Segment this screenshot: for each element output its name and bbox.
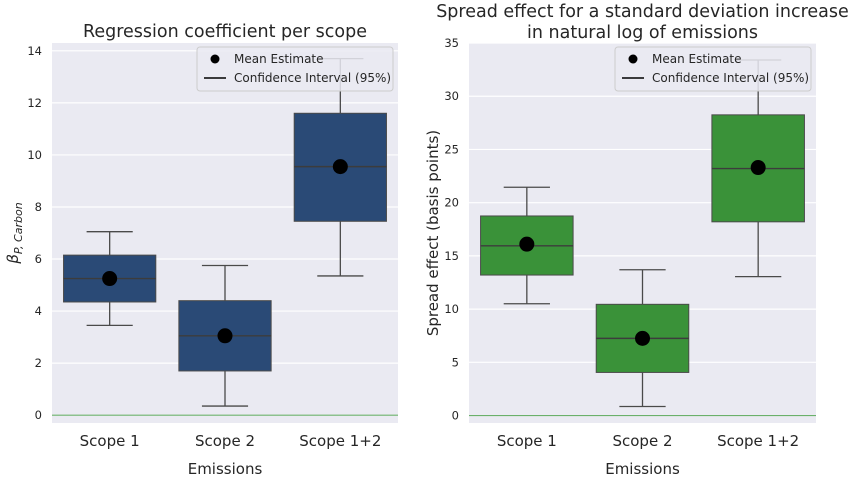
box-scope-2 (595, 269, 690, 408)
mean-marker (750, 160, 766, 176)
y-tick-label: 12 (27, 96, 42, 110)
chart-title: Spread effect for a standard deviation i… (436, 2, 849, 22)
y-tick-label: 4 (35, 304, 42, 318)
mean-marker (332, 159, 348, 175)
legend-frame (614, 46, 812, 92)
legend-mean-label: Mean Estimate (652, 52, 742, 66)
panel-2: 0 5 10 15 20 25 30 35 Scope 1 Scope 2 Scope 1+2 Spr… (424, 2, 849, 478)
legend: Mean Estimate Confidence Interval (95%) (196, 46, 394, 92)
mean-marker (217, 328, 233, 344)
legend-mean-label: Mean Estimate (234, 52, 324, 66)
box-scope-1plus2 (293, 57, 387, 277)
y-tick-label: 25 (444, 142, 459, 156)
y-tick-label: 35 (444, 36, 459, 50)
y-tick-label: 6 (35, 252, 42, 266)
y-tick-label: 20 (444, 196, 459, 210)
x-axis-label: Emissions (188, 460, 263, 478)
y-tick-label: 0 (452, 409, 459, 423)
x-tick-label: Scope 1 (497, 432, 557, 450)
box-scope-2 (178, 264, 272, 407)
legend-mean-marker (628, 54, 638, 64)
x-tick-label: Scope 2 (195, 432, 255, 450)
legend-ci-label: Confidence Interval (95%) (234, 71, 391, 85)
panel-1: 0 2 4 6 8 10 12 14 Scope 1 Scope 2 Scope 1+2 Regres… (4, 22, 398, 478)
legend: Mean Estimate Confidence Interval (95%) (614, 46, 812, 92)
x-axis-label: Emissions (605, 460, 680, 478)
y-tick-label: 0 (35, 408, 42, 422)
y-axis-label: Spread effect (basis points) (424, 130, 442, 336)
y-tick-label: 30 (444, 89, 459, 103)
x-tick-label: Scope 1+2 (717, 432, 799, 450)
x-tick-label: Scope 2 (612, 432, 672, 450)
y-tick-label: 2 (35, 356, 42, 370)
legend-ci-label: Confidence Interval (95%) (652, 71, 809, 85)
chart-title: in natural log of emissions (527, 23, 758, 43)
y-tick-label: 8 (35, 200, 42, 214)
mean-marker (102, 271, 118, 287)
legend-frame (196, 46, 394, 92)
y-tick-label: 15 (444, 249, 459, 263)
mean-marker (519, 236, 535, 252)
y-axis-label: βP, Carbon (4, 202, 25, 264)
y-tick-label: 10 (27, 148, 42, 162)
x-tick-label: Scope 1+2 (299, 432, 381, 450)
y-axis-label-main: β (4, 254, 22, 265)
y-tick-label: 5 (452, 355, 459, 369)
y-tick-label: 10 (444, 302, 459, 316)
box-scope-1 (63, 231, 157, 327)
box-scope-1 (480, 186, 574, 305)
chart-title: Regression coefficient per scope (83, 22, 367, 42)
mean-marker (635, 330, 650, 346)
y-tick-label: 14 (27, 44, 42, 58)
legend-mean-marker (210, 54, 220, 64)
x-tick-label: Scope 1 (80, 432, 140, 450)
y-axis-label-subscript: P, Carbon (12, 202, 25, 254)
